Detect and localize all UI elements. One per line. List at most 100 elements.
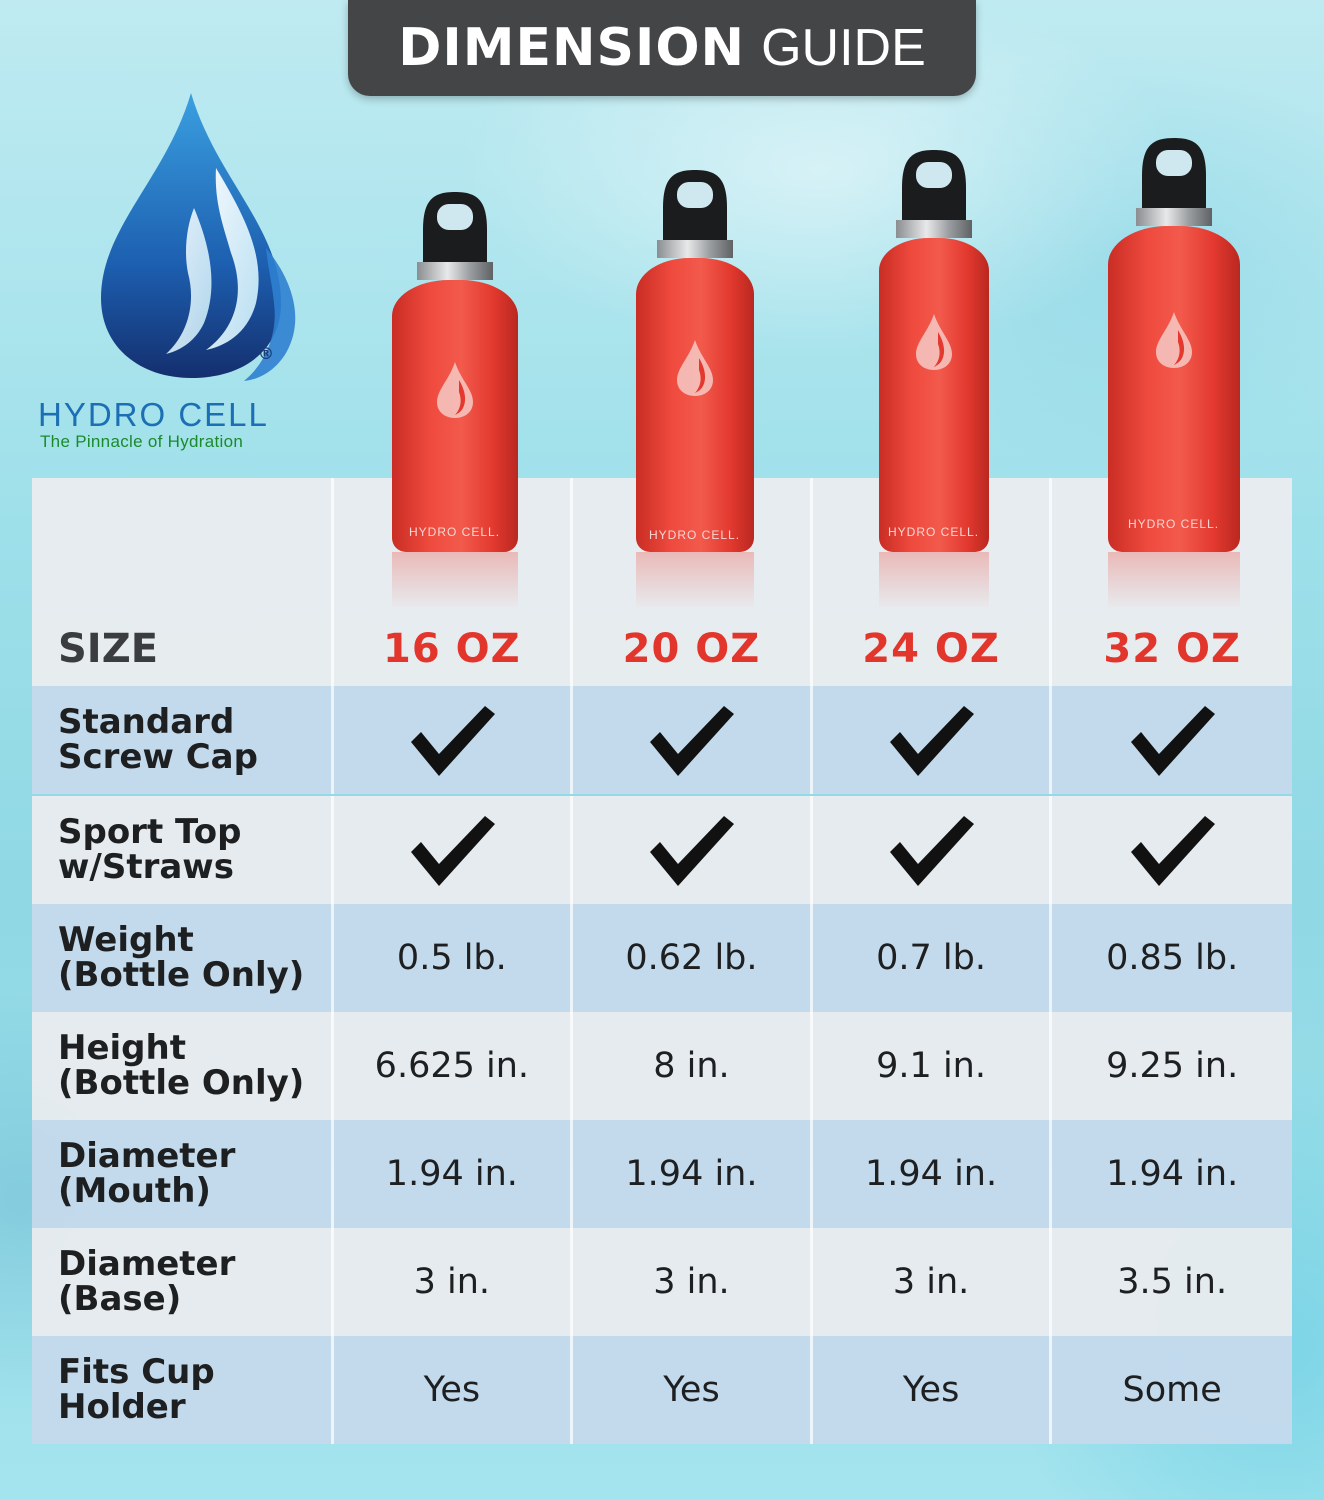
row-label-line2: (Base) <box>58 1279 182 1319</box>
value-cell <box>1052 686 1292 794</box>
checkmark-icon <box>646 702 736 778</box>
bottle-reflection <box>392 552 518 610</box>
size-label-cell: SIZE <box>32 478 334 686</box>
checkmark-icon <box>886 812 976 888</box>
bottle-reflection <box>879 552 989 610</box>
value-cell: Some <box>1052 1336 1292 1444</box>
value-cell: 1.94 in. <box>573 1120 813 1228</box>
value-cell: 8 in. <box>573 1012 813 1120</box>
size-label: SIZE <box>58 626 159 672</box>
value-cell: 1.94 in. <box>1052 1120 1292 1228</box>
value-cell: 3 in. <box>334 1228 574 1336</box>
size-value: 24 OZ <box>862 626 1000 672</box>
value-text: 3.5 in. <box>1117 1262 1228 1302</box>
row-label-cell: Fits Cup Holder <box>32 1336 334 1444</box>
row-label-cell: Sport Top w/Straws <box>32 796 334 904</box>
brand-tagline: The Pinnacle of Hydration <box>40 432 244 451</box>
bottle-reflection <box>1108 552 1240 610</box>
value-cell: Yes <box>573 1336 813 1444</box>
value-text: 3 in. <box>892 1262 970 1302</box>
value-cell: 3 in. <box>813 1228 1053 1336</box>
value-cell: 3 in. <box>573 1228 813 1336</box>
bottle-body <box>392 320 518 552</box>
value-cell: 0.7 lb. <box>813 904 1053 1012</box>
brand-logo <box>36 88 346 458</box>
size-cell-24: 24 OZ <box>813 478 1053 686</box>
checkmark-icon <box>1127 812 1217 888</box>
checkmark-icon <box>407 812 497 888</box>
bottle-cap-icon <box>1142 138 1206 208</box>
registered-mark: ® <box>258 344 274 363</box>
value-text: 9.25 in. <box>1106 1046 1239 1086</box>
checkmark-icon <box>886 702 976 778</box>
value-cell: 0.85 lb. <box>1052 904 1292 1012</box>
value-text: Yes <box>663 1370 720 1410</box>
row-label: Fits Cup Holder <box>58 1355 215 1425</box>
value-cell: 1.94 in. <box>813 1120 1053 1228</box>
value-text: 1.94 in. <box>1106 1154 1239 1194</box>
size-cell-32: 32 OZ <box>1052 478 1292 686</box>
size-header-row: SIZE 16 OZ 20 OZ 24 OZ 32 OZ <box>32 478 1292 686</box>
bottle-cap-icon <box>902 150 966 220</box>
value-cell: Yes <box>334 1336 574 1444</box>
row-label-line2: (Bottle Only) <box>58 955 305 995</box>
value-cell <box>813 686 1053 794</box>
checkmark-icon <box>646 812 736 888</box>
row-label-line1: Weight <box>58 920 194 960</box>
value-cell: 6.625 in. <box>334 1012 574 1120</box>
value-text: 8 in. <box>653 1046 730 1086</box>
bottle-label: HYDRO CELL. <box>1128 517 1220 531</box>
row-label-cell: Weight (Bottle Only) <box>32 904 334 1012</box>
bottle-neck <box>417 262 493 280</box>
value-text: 6.625 in. <box>374 1046 530 1086</box>
value-cell: 9.1 in. <box>813 1012 1053 1120</box>
row-label: Height (Bottle Only) <box>58 1031 304 1101</box>
bottle-cap-icon <box>663 170 727 240</box>
size-value: 16 OZ <box>383 626 521 672</box>
bottle-label: HYDRO CELL. <box>888 525 980 539</box>
row-label: Diameter (Mouth) <box>58 1139 235 1209</box>
header-title-light: GUIDE <box>761 19 926 77</box>
value-cell: Yes <box>813 1336 1053 1444</box>
row-label-cell: Diameter (Mouth) <box>32 1120 334 1228</box>
row-label-line2: (Mouth) <box>58 1171 211 1211</box>
row-label-cell: Diameter (Base) <box>32 1228 334 1336</box>
size-cell-16: 16 OZ <box>334 478 574 686</box>
value-text: Some <box>1122 1370 1222 1410</box>
value-cell: 1.94 in. <box>334 1120 574 1228</box>
value-text: 0.85 lb. <box>1106 938 1239 978</box>
value-cell: 3.5 in. <box>1052 1228 1292 1336</box>
value-cell: 0.5 lb. <box>334 904 574 1012</box>
bottle-body <box>636 298 754 552</box>
value-text: 0.5 lb. <box>396 938 507 978</box>
row-label-cell: Height (Bottle Only) <box>32 1012 334 1120</box>
value-text: Yes <box>423 1370 481 1410</box>
value-text: Yes <box>902 1370 960 1410</box>
value-cell <box>334 686 574 794</box>
value-cell: 9.25 in. <box>1052 1012 1292 1120</box>
checkmark-icon <box>407 702 497 778</box>
bottle-drop-icon <box>677 340 713 396</box>
row-label: Sport Top w/Straws <box>58 815 241 885</box>
row-label: Weight (Bottle Only) <box>58 923 304 993</box>
value-text: 9.1 in. <box>876 1046 986 1086</box>
table-row: Diameter (Base) 3 in. 3 in. 3 in. 3.5 in. <box>32 1228 1292 1336</box>
row-label-line2: Holder <box>58 1387 186 1427</box>
value-cell <box>1052 796 1292 904</box>
bottle-drop-icon <box>437 362 473 418</box>
row-label-line1: Height <box>58 1028 186 1068</box>
dimension-table: SIZE 16 OZ 20 OZ 24 OZ 32 OZ Standard Scr… <box>32 478 1292 1444</box>
value-cell <box>334 796 574 904</box>
value-text: 0.62 lb. <box>625 938 758 978</box>
bottle-label: HYDRO CELL. <box>409 525 501 539</box>
bottle-neck <box>1136 208 1212 226</box>
size-value: 32 OZ <box>1103 626 1241 672</box>
row-label-line1: Fits Cup <box>58 1352 215 1392</box>
value-text: 3 in. <box>653 1262 730 1302</box>
row-label-line1: Standard <box>58 702 235 742</box>
bottle-cap-icon <box>423 192 487 262</box>
brand-name: HYDRO CELL <box>38 396 269 433</box>
value-text: 1.94 in. <box>865 1154 998 1194</box>
table-row: Height (Bottle Only) 6.625 in. 8 in. 9.1 in.… <box>32 1012 1292 1120</box>
water-drop-logo-icon <box>101 93 296 381</box>
